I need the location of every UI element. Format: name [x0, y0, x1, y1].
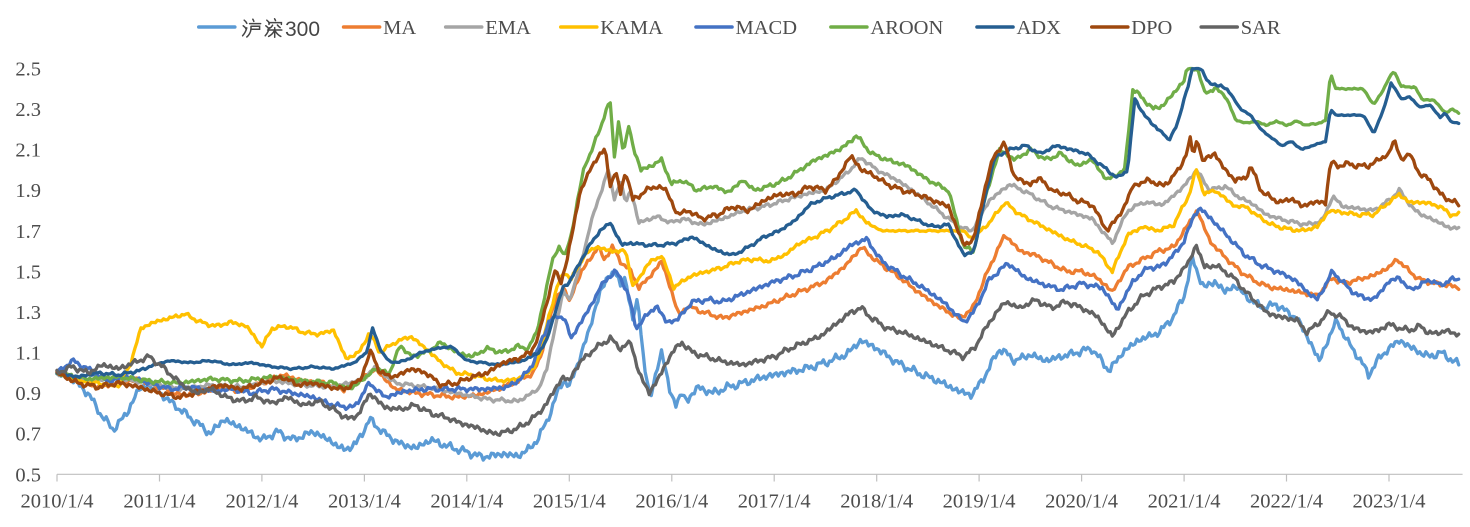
- svg-text:KAMA: KAMA: [600, 17, 663, 39]
- svg-text:0.7: 0.7: [15, 424, 41, 446]
- svg-text:2022/1/4: 2022/1/4: [1250, 491, 1323, 513]
- svg-text:1.1: 1.1: [15, 343, 41, 365]
- svg-text:0.5: 0.5: [15, 464, 41, 486]
- svg-text:1.3: 1.3: [15, 302, 41, 324]
- svg-text:MACD: MACD: [736, 17, 798, 39]
- svg-text:2018/1/4: 2018/1/4: [840, 491, 913, 513]
- svg-text:2016/1/4: 2016/1/4: [635, 491, 708, 513]
- svg-text:2023/1/4: 2023/1/4: [1353, 491, 1426, 513]
- svg-text:300: 300: [285, 18, 320, 41]
- svg-text:SAR: SAR: [1241, 17, 1281, 39]
- svg-text:EMA: EMA: [485, 17, 531, 39]
- svg-text:1.5: 1.5: [15, 261, 41, 283]
- svg-text:2013/1/4: 2013/1/4: [328, 491, 401, 513]
- svg-text:2012/1/4: 2012/1/4: [225, 491, 298, 513]
- svg-text:2014/1/4: 2014/1/4: [430, 491, 503, 513]
- svg-text:ADX: ADX: [1017, 17, 1062, 39]
- svg-text:AROON: AROON: [870, 17, 943, 39]
- svg-text:MA: MA: [383, 17, 416, 39]
- svg-text:2019/1/4: 2019/1/4: [943, 491, 1016, 513]
- svg-text:2011/1/4: 2011/1/4: [123, 491, 195, 513]
- svg-text:2010/1/4: 2010/1/4: [21, 491, 94, 513]
- svg-text:2015/1/4: 2015/1/4: [533, 491, 606, 513]
- svg-text:2.3: 2.3: [15, 99, 41, 121]
- svg-text:DPO: DPO: [1131, 17, 1172, 39]
- svg-text:1.7: 1.7: [15, 221, 41, 243]
- svg-text:2020/1/4: 2020/1/4: [1045, 491, 1118, 513]
- svg-text:2.1: 2.1: [15, 140, 41, 162]
- svg-text:2017/1/4: 2017/1/4: [738, 491, 811, 513]
- svg-text:1.9: 1.9: [15, 180, 41, 202]
- svg-text:2.5: 2.5: [15, 59, 41, 81]
- svg-text:0.9: 0.9: [15, 383, 41, 405]
- svg-text:2021/1/4: 2021/1/4: [1148, 491, 1221, 513]
